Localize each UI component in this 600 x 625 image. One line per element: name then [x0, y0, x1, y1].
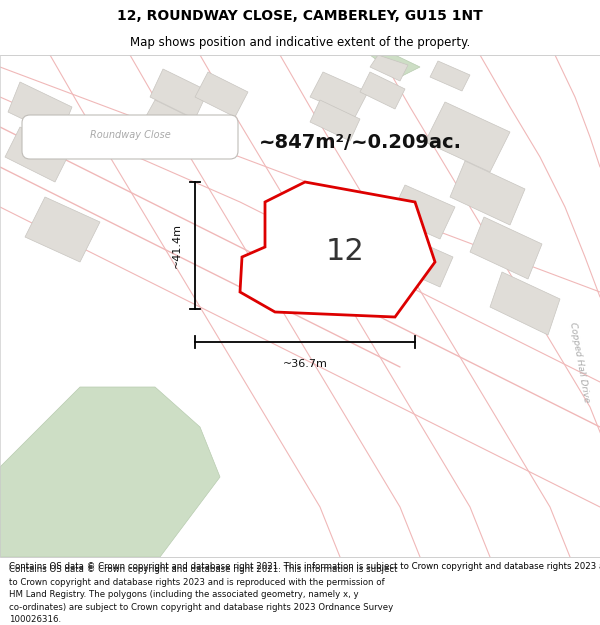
Polygon shape	[395, 237, 453, 287]
Text: Contains OS data © Crown copyright and database right 2021. This information is : Contains OS data © Crown copyright and d…	[9, 562, 600, 571]
Polygon shape	[195, 72, 248, 117]
Polygon shape	[150, 69, 208, 119]
Text: 12, ROUNDWAY CLOSE, CAMBERLEY, GU15 1NT: 12, ROUNDWAY CLOSE, CAMBERLEY, GU15 1NT	[117, 9, 483, 24]
Text: ~41.4m: ~41.4m	[172, 223, 182, 268]
Text: Copped Hall Drive: Copped Hall Drive	[568, 321, 592, 403]
Polygon shape	[490, 272, 560, 335]
Text: ~847m²/~0.209ac.: ~847m²/~0.209ac.	[259, 132, 461, 151]
Text: ~36.7m: ~36.7m	[283, 359, 328, 369]
Polygon shape	[25, 197, 100, 262]
FancyBboxPatch shape	[22, 115, 238, 159]
Polygon shape	[450, 161, 525, 225]
Polygon shape	[240, 182, 435, 317]
Text: 100026316.: 100026316.	[9, 616, 61, 624]
Polygon shape	[140, 100, 200, 149]
Polygon shape	[390, 185, 455, 239]
Polygon shape	[310, 100, 360, 141]
Polygon shape	[5, 127, 70, 182]
Polygon shape	[8, 82, 72, 137]
Polygon shape	[425, 102, 510, 172]
Text: Map shows position and indicative extent of the property.: Map shows position and indicative extent…	[130, 36, 470, 49]
Text: to Crown copyright and database rights 2023 and is reproduced with the permissio: to Crown copyright and database rights 2…	[9, 578, 385, 587]
Polygon shape	[310, 72, 368, 117]
Polygon shape	[370, 55, 408, 81]
Polygon shape	[360, 72, 405, 109]
Text: 12: 12	[326, 238, 364, 266]
Polygon shape	[470, 217, 542, 279]
Polygon shape	[370, 55, 420, 77]
Polygon shape	[430, 61, 470, 91]
Text: Contains OS data © Crown copyright and database right 2021. This information is : Contains OS data © Crown copyright and d…	[9, 565, 398, 574]
Text: co-ordinates) are subject to Crown copyright and database rights 2023 Ordnance S: co-ordinates) are subject to Crown copyr…	[9, 603, 393, 612]
Text: HM Land Registry. The polygons (including the associated geometry, namely x, y: HM Land Registry. The polygons (includin…	[9, 591, 359, 599]
Text: Roundway Close: Roundway Close	[89, 130, 170, 140]
Polygon shape	[0, 387, 220, 557]
